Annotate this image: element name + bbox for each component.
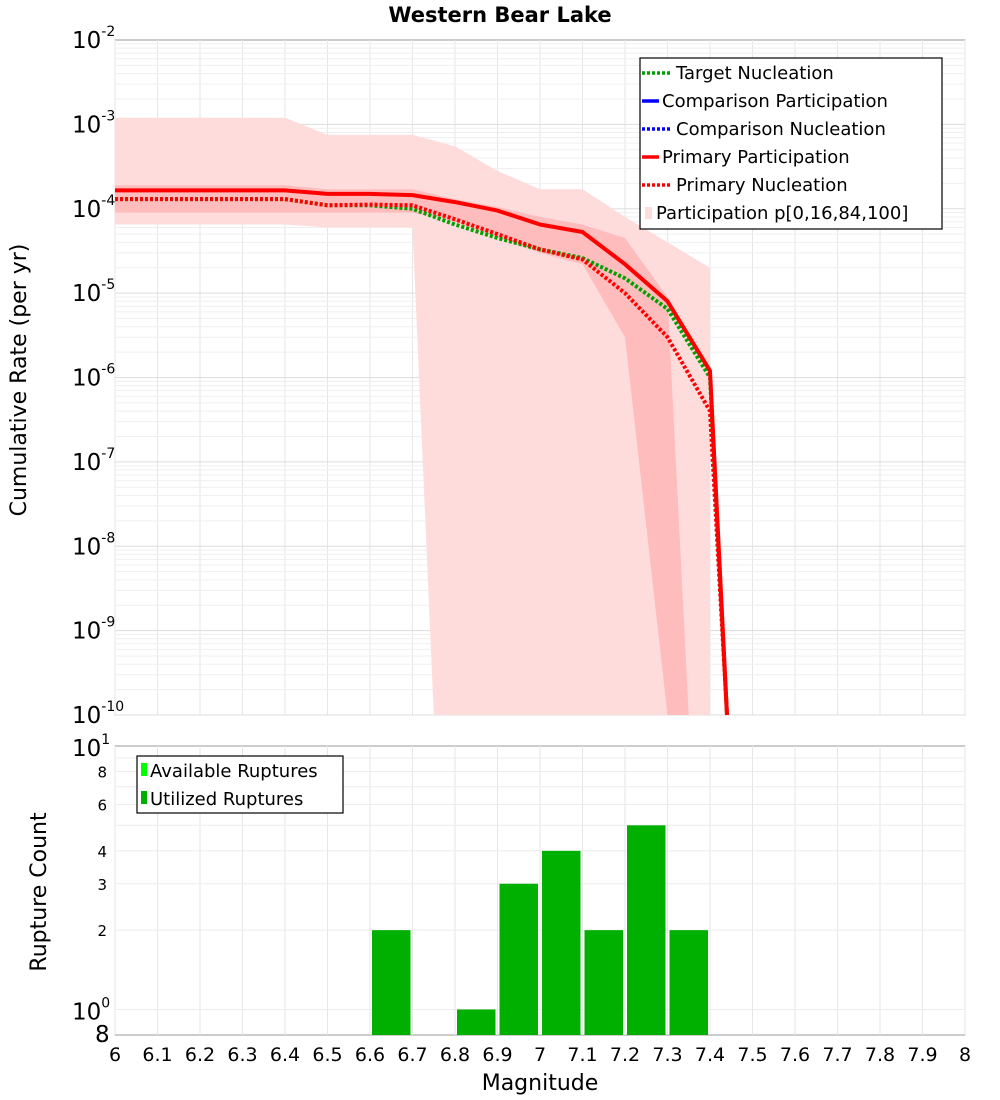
x-tick-label: 7.1: [567, 1044, 597, 1066]
x-tick-label: 7.2: [610, 1044, 640, 1066]
participation-band-outer: [115, 117, 710, 715]
x-tick-label: 6.6: [355, 1044, 385, 1066]
chart-title: Western Bear Lake: [388, 3, 611, 27]
x-tick-label: 7: [534, 1044, 546, 1066]
x-tick-label: 7.6: [780, 1044, 810, 1066]
count-x-ticks: 6 6.1 6.2 6.3 6.4 6.5 6.6 6.7 6.8 6.9 7 7.1 7.2 7.3 7.…: [109, 1044, 971, 1066]
legend-swatch-available-ruptures: [141, 763, 147, 776]
x-tick-label: 6.3: [227, 1044, 257, 1066]
rate-plot: 10-10 10-9 10-8 10-7 10-6 10-5 10-4 10-3 10-2 Cu…: [7, 24, 966, 729]
count-y-tick-label: 101: [72, 732, 110, 762]
x-tick-label: 7.3: [652, 1044, 682, 1066]
count-y-tick-label: 8: [97, 764, 107, 782]
legend-label-participation-band: Participation p[0,16,84,100]: [656, 203, 908, 224]
participation-bands: [115, 117, 710, 715]
legend-swatch-participation-band: [645, 207, 652, 219]
rate-y-tick-label: 10-5: [72, 277, 115, 307]
legend-label-utilized-ruptures: Utilized Ruptures: [150, 789, 303, 810]
rate-y-tick-label: 10-7: [72, 446, 115, 476]
x-tick-label: 7.4: [695, 1044, 725, 1066]
x-tick-label: 6: [109, 1044, 121, 1066]
rupture-bar: [499, 883, 538, 1035]
x-tick-label: 6.8: [440, 1044, 470, 1066]
x-tick-label: 6.7: [397, 1044, 427, 1066]
count-y-tick-label: 2: [97, 922, 107, 940]
x-tick-label: 6.4: [270, 1044, 300, 1066]
rate-y-tick-label: 10-8: [72, 530, 115, 560]
legend-swatch-utilized-ruptures: [141, 791, 147, 804]
rate-lines: [115, 188, 729, 716]
rate-y-axis-label: Cumulative Rate (per yr): [7, 244, 32, 517]
x-tick-label: 6.2: [185, 1044, 215, 1066]
rupture-bar: [542, 850, 581, 1035]
rate-legend: Target Nucleation Comparison Participati…: [639, 57, 943, 230]
count-y-axis-label: Rupture Count: [27, 812, 52, 972]
rupture-bar: [627, 825, 666, 1035]
x-tick-label: 7.8: [865, 1044, 895, 1066]
count-legend: Available Ruptures Utilized Ruptures: [136, 755, 344, 814]
count-plot-grid: [114, 746, 966, 1035]
legend-label-primary-nucleation: Primary Nucleation: [676, 175, 848, 196]
count-y-tick-label: 8: [95, 1022, 110, 1048]
rate-y-tick-label: 10-6: [72, 362, 115, 392]
x-tick-label: 6.5: [312, 1044, 342, 1066]
rate-y-tick-label: 10-9: [72, 615, 115, 645]
x-tick-label: 6.1: [142, 1044, 172, 1066]
rate-y-tick-label: 10-2: [72, 24, 115, 54]
legend-label-comparison-nucleation: Comparison Nucleation: [676, 119, 886, 140]
count-y-tick-label: 100: [72, 995, 110, 1025]
legend-label-target-nucleation: Target Nucleation: [675, 63, 834, 84]
series-line-primary-participation: [115, 188, 729, 716]
rate-y-tick-label: 10-10: [72, 699, 124, 729]
legend-label-available-ruptures: Available Ruptures: [150, 761, 318, 782]
legend-label-primary-participation: Primary Participation: [662, 147, 850, 168]
rupture-bar: [372, 930, 411, 1035]
x-tick-label: 8: [959, 1044, 971, 1066]
series-line-primary-nucleation: [115, 197, 729, 716]
legend-label-comparison-participation: Comparison Participation: [662, 91, 888, 112]
count-legend-box: [136, 755, 344, 814]
rate-y-tick-label: 10-3: [72, 108, 115, 138]
rupture-bar: [457, 1009, 496, 1035]
rupture-bar: [584, 930, 623, 1035]
rate-legend-box: [639, 57, 943, 230]
count-y-tick-label: 3: [97, 876, 107, 894]
x-tick-label: 7.5: [737, 1044, 767, 1066]
count-y-tick-label: 6: [97, 796, 107, 814]
x-axis-label: Magnitude: [482, 1071, 599, 1096]
count-y-tick-label: 4: [97, 843, 107, 861]
x-tick-label: 7.7: [822, 1044, 852, 1066]
count-bars: [372, 825, 708, 1035]
rupture-bar: [669, 930, 708, 1035]
x-tick-label: 6.9: [482, 1044, 512, 1066]
x-tick-label: 7.9: [907, 1044, 937, 1066]
rate-y-ticks: 10-10 10-9 10-8 10-7 10-6 10-5 10-4 10-3 10-2: [72, 24, 124, 729]
rate-y-tick-label: 10-4: [72, 193, 115, 223]
